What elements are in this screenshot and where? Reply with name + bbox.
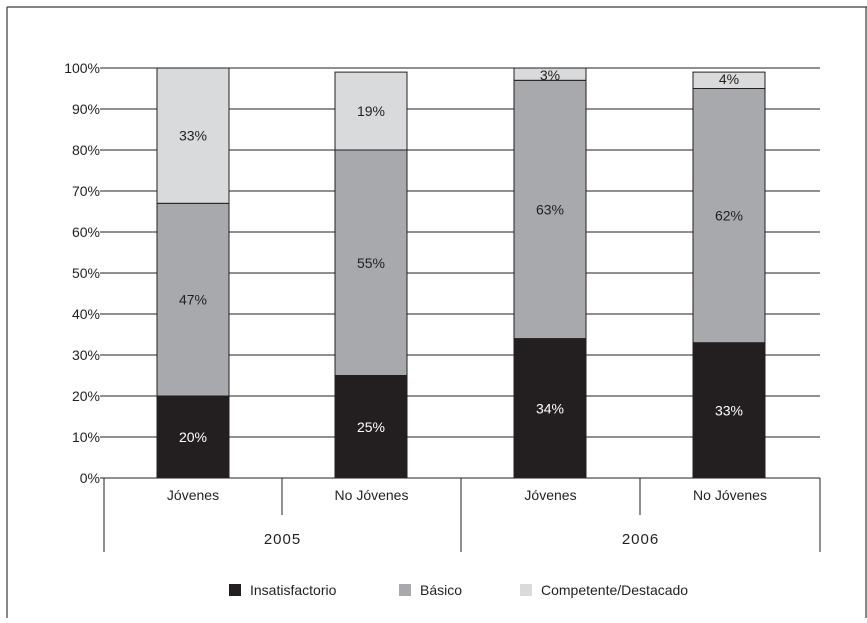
bar-data-label: 33% <box>715 402 743 418</box>
y-tick-label: 90% <box>72 101 100 117</box>
legend-label: Competente/Destacado <box>541 582 688 598</box>
legend-label: Básico <box>420 582 462 598</box>
bar-segment <box>692 71 766 89</box>
x-axis: Jóvenes No Jóvenes Jóvenes No Jóvenes 2005 20… <box>103 478 821 552</box>
bar-data-label: 33% <box>179 128 207 144</box>
bar-data-label: 20% <box>179 429 207 445</box>
bar-data-label: 63% <box>536 201 564 217</box>
legend-swatch <box>399 584 411 596</box>
x-category-label: No Jóvenes <box>693 487 767 503</box>
bar-data-label: 19% <box>357 103 385 119</box>
legend-label: Insatisfactorio <box>250 582 337 598</box>
legend-swatch <box>229 584 241 596</box>
bar-segment <box>334 375 408 479</box>
x-group-label: 2006 <box>622 531 659 548</box>
y-tick-label: 80% <box>72 142 100 158</box>
y-tick-label: 10% <box>72 429 100 445</box>
y-tick-label: 0% <box>80 470 100 486</box>
bar-data-label: 4% <box>719 71 739 87</box>
bar-segment <box>692 342 766 479</box>
x-category-label: Jóvenes <box>167 487 219 503</box>
y-tick-label: 100% <box>64 60 100 76</box>
bar-segment <box>513 338 587 479</box>
y-tick-label: 30% <box>72 347 100 363</box>
bar-segment <box>692 88 766 344</box>
bar-data-label: 3% <box>540 67 560 83</box>
bar-segment <box>156 395 230 479</box>
bar-data-label: 25% <box>357 419 385 435</box>
bar-segment <box>156 202 230 397</box>
y-tick-label: 60% <box>72 224 100 240</box>
bar-data-label: 62% <box>715 208 743 224</box>
x-category-label: Jóvenes <box>524 487 576 503</box>
y-tick-label: 20% <box>72 388 100 404</box>
bar-segment <box>513 79 587 340</box>
x-group-label: 2005 <box>264 531 301 548</box>
y-tick-label: 70% <box>72 183 100 199</box>
bar-data-label: 55% <box>357 255 385 271</box>
bar-segment <box>334 149 408 376</box>
bar-segment <box>156 67 230 204</box>
y-tick-label: 40% <box>72 306 100 322</box>
y-axis-tick-labels: 0% 10% 20% 30% 40% 50% 60% 70% 80% 90% 100% <box>64 60 100 486</box>
legend: Insatisfactorio Básico Competente/Destacad… <box>229 582 688 598</box>
y-tick-label: 50% <box>72 265 100 281</box>
legend-swatch <box>520 584 532 596</box>
bar-segment <box>334 71 408 151</box>
bar-data-label: 34% <box>536 400 564 416</box>
bar-data-label: 47% <box>179 292 207 308</box>
x-category-label: No Jóvenes <box>335 487 409 503</box>
bar-segment <box>513 67 587 81</box>
bars: 20% 47% 33% 25% 55% 19% 34% 63% 3% 33% 62% 4% <box>156 67 766 479</box>
